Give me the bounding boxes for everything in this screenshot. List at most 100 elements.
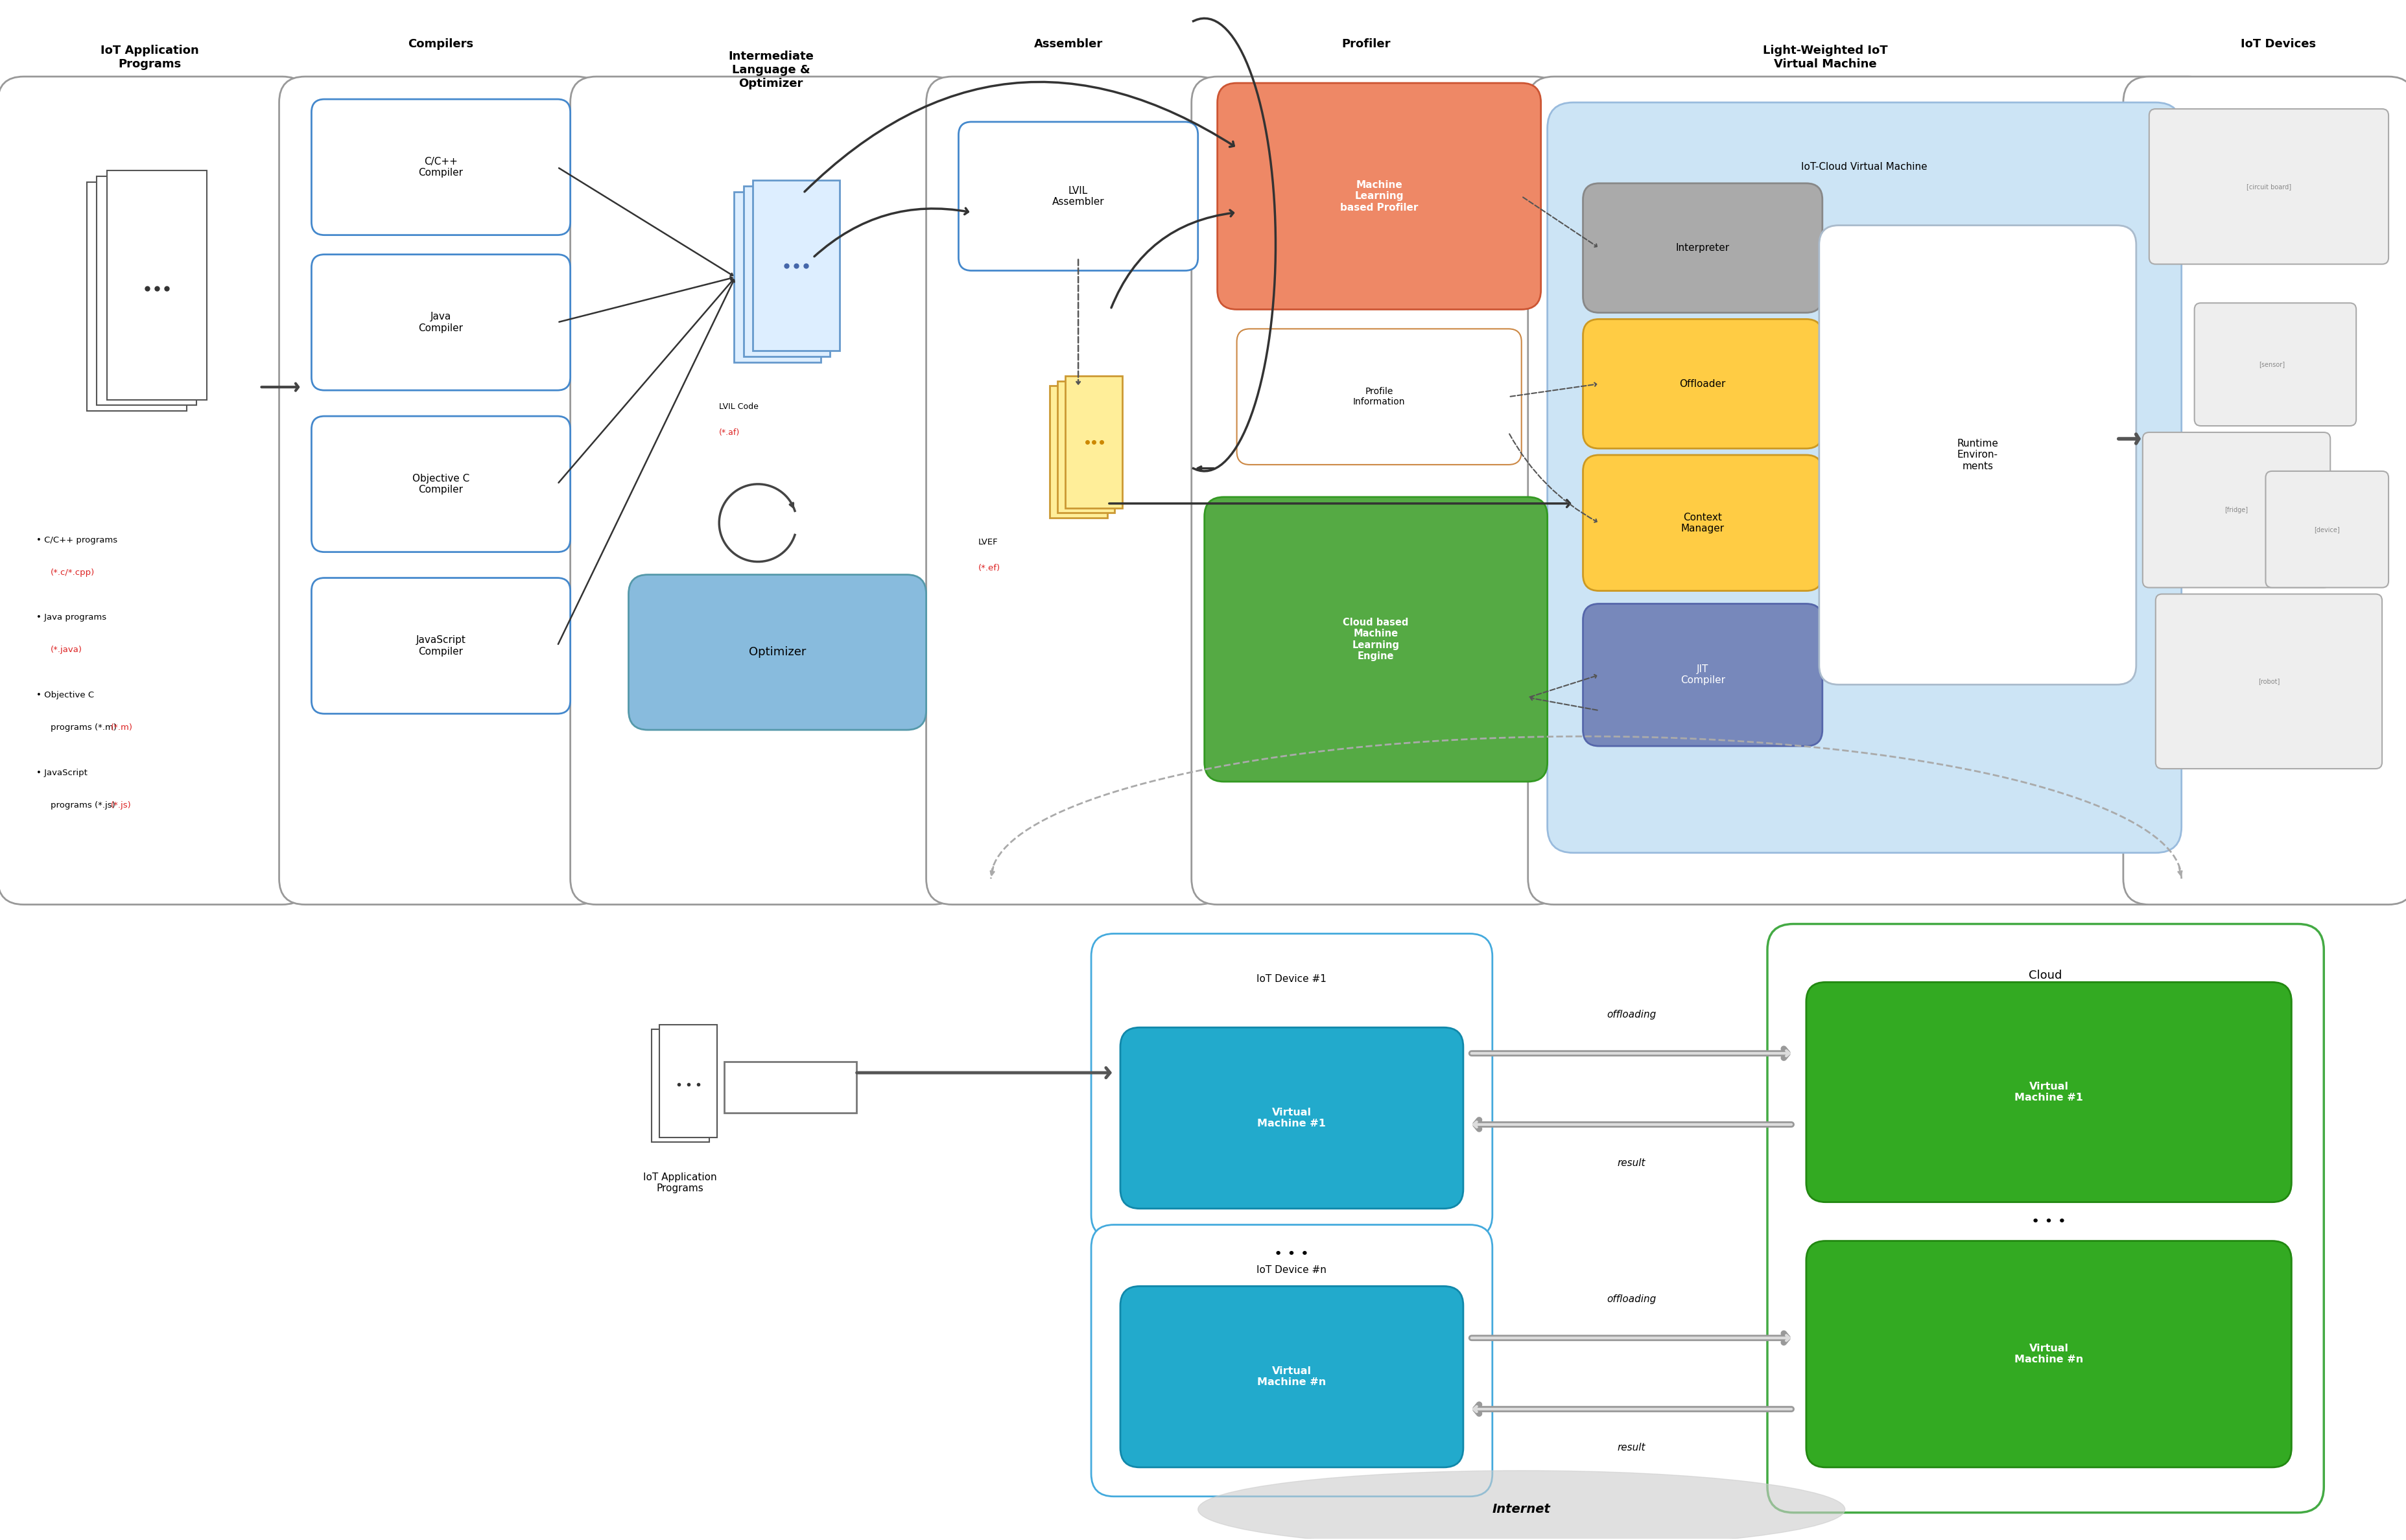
FancyBboxPatch shape bbox=[1049, 385, 1107, 517]
FancyBboxPatch shape bbox=[1766, 924, 2324, 1512]
FancyBboxPatch shape bbox=[1066, 376, 1121, 508]
Text: LVEF: LVEF bbox=[977, 537, 998, 547]
Text: Java
Compiler: Java Compiler bbox=[419, 313, 462, 333]
FancyBboxPatch shape bbox=[2122, 77, 2406, 904]
Text: IoT Application
Programs: IoT Application Programs bbox=[642, 1172, 717, 1194]
FancyBboxPatch shape bbox=[1583, 319, 1821, 448]
Text: IoT Device #1: IoT Device #1 bbox=[1256, 975, 1326, 984]
Text: • • •: • • • bbox=[1273, 1247, 1309, 1260]
Text: Machine
Learning
based Profiler: Machine Learning based Profiler bbox=[1340, 180, 1417, 213]
FancyBboxPatch shape bbox=[958, 122, 1198, 271]
Text: Light-Weighted IoT
Virtual Machine: Light-Weighted IoT Virtual Machine bbox=[1764, 45, 1889, 69]
FancyBboxPatch shape bbox=[570, 77, 958, 904]
FancyBboxPatch shape bbox=[2141, 433, 2329, 588]
Text: • • •: • • • bbox=[2031, 1215, 2067, 1227]
Text: Profile
Information: Profile Information bbox=[1352, 387, 1405, 407]
FancyBboxPatch shape bbox=[310, 578, 570, 713]
FancyBboxPatch shape bbox=[1583, 183, 1821, 313]
Text: [fridge]: [fridge] bbox=[2223, 507, 2247, 513]
Text: Virtual
Machine #1: Virtual Machine #1 bbox=[2014, 1081, 2084, 1103]
FancyBboxPatch shape bbox=[1121, 1286, 1463, 1468]
Text: Internet: Internet bbox=[1492, 1503, 1549, 1515]
Text: (*.m): (*.m) bbox=[111, 724, 132, 732]
Text: (*.af): (*.af) bbox=[719, 428, 739, 436]
FancyBboxPatch shape bbox=[1547, 103, 2180, 853]
Text: Runtime
Environ-
ments: Runtime Environ- ments bbox=[1956, 439, 1997, 471]
FancyBboxPatch shape bbox=[926, 77, 1225, 904]
Text: • Java programs: • Java programs bbox=[36, 613, 106, 622]
Text: [robot]: [robot] bbox=[2257, 678, 2278, 685]
FancyBboxPatch shape bbox=[106, 171, 207, 399]
Text: JIT
Compiler: JIT Compiler bbox=[1679, 664, 1725, 685]
Text: Intermediate
Language &
Optimizer: Intermediate Language & Optimizer bbox=[729, 51, 813, 89]
FancyBboxPatch shape bbox=[310, 416, 570, 551]
Text: LVIL Code: LVIL Code bbox=[719, 402, 758, 411]
Text: JavaScript
Compiler: JavaScript Compiler bbox=[416, 636, 467, 656]
Text: (*.c/*.cpp): (*.c/*.cpp) bbox=[51, 568, 94, 576]
FancyBboxPatch shape bbox=[0, 77, 308, 904]
Text: (*.java): (*.java) bbox=[51, 645, 82, 654]
Text: Compilers: Compilers bbox=[409, 38, 474, 51]
Text: offloading: offloading bbox=[1607, 1294, 1655, 1304]
FancyBboxPatch shape bbox=[1807, 983, 2291, 1203]
Text: • Objective C: • Objective C bbox=[36, 691, 94, 699]
Text: C/C++
Compiler: C/C++ Compiler bbox=[419, 157, 462, 177]
FancyBboxPatch shape bbox=[96, 176, 197, 405]
Text: Interpreter: Interpreter bbox=[1675, 243, 1730, 253]
Text: [device]: [device] bbox=[2315, 527, 2339, 533]
Text: Context
Manager: Context Manager bbox=[1679, 513, 1725, 533]
Text: Cloud based
Machine
Learning
Engine: Cloud based Machine Learning Engine bbox=[1343, 618, 1408, 661]
Text: Virtual
Machine #n: Virtual Machine #n bbox=[1256, 1366, 1326, 1388]
FancyBboxPatch shape bbox=[1237, 330, 1521, 465]
Text: (*.js): (*.js) bbox=[111, 801, 132, 810]
Text: result: result bbox=[1617, 1443, 1646, 1452]
Text: IoT Device #n: IoT Device #n bbox=[1256, 1266, 1326, 1275]
FancyBboxPatch shape bbox=[753, 180, 840, 351]
FancyBboxPatch shape bbox=[743, 186, 830, 357]
Text: Profiler: Profiler bbox=[1343, 38, 1391, 51]
FancyBboxPatch shape bbox=[1191, 77, 1559, 904]
FancyBboxPatch shape bbox=[1583, 454, 1821, 591]
Text: Virtual
Machine #1: Virtual Machine #1 bbox=[1256, 1107, 1326, 1129]
Text: • C/C++ programs: • C/C++ programs bbox=[36, 536, 118, 544]
FancyBboxPatch shape bbox=[1203, 497, 1547, 782]
FancyBboxPatch shape bbox=[1090, 933, 1492, 1238]
Text: Optimizer: Optimizer bbox=[748, 647, 806, 658]
FancyBboxPatch shape bbox=[2149, 109, 2387, 265]
FancyBboxPatch shape bbox=[1583, 604, 1821, 745]
Text: offloading: offloading bbox=[1607, 1010, 1655, 1019]
FancyBboxPatch shape bbox=[1217, 83, 1540, 310]
FancyBboxPatch shape bbox=[279, 77, 602, 904]
FancyBboxPatch shape bbox=[724, 1061, 857, 1113]
FancyBboxPatch shape bbox=[2156, 594, 2382, 768]
FancyBboxPatch shape bbox=[734, 191, 820, 362]
Text: [circuit board]: [circuit board] bbox=[2245, 183, 2291, 189]
FancyBboxPatch shape bbox=[1807, 1241, 2291, 1468]
Text: IoT Application
Programs: IoT Application Programs bbox=[101, 45, 200, 69]
FancyBboxPatch shape bbox=[1090, 1224, 1492, 1497]
FancyBboxPatch shape bbox=[310, 99, 570, 236]
Text: IoT Devices: IoT Devices bbox=[2240, 38, 2315, 51]
Ellipse shape bbox=[1198, 1471, 1845, 1540]
FancyBboxPatch shape bbox=[2264, 471, 2387, 588]
Text: programs (*.m): programs (*.m) bbox=[51, 724, 118, 732]
FancyBboxPatch shape bbox=[659, 1024, 717, 1137]
Text: Virtual
Machine #n: Virtual Machine #n bbox=[2014, 1343, 2084, 1364]
FancyBboxPatch shape bbox=[1528, 77, 2214, 904]
FancyBboxPatch shape bbox=[1819, 225, 2137, 685]
Text: programs (*.js): programs (*.js) bbox=[51, 801, 115, 810]
Text: [sensor]: [sensor] bbox=[2259, 362, 2283, 368]
Text: Offloader: Offloader bbox=[1679, 379, 1725, 388]
FancyBboxPatch shape bbox=[310, 254, 570, 390]
FancyBboxPatch shape bbox=[2194, 303, 2355, 427]
Text: Cloud: Cloud bbox=[2028, 970, 2062, 981]
Text: LVIL
Assembler: LVIL Assembler bbox=[1051, 186, 1104, 206]
FancyBboxPatch shape bbox=[652, 1029, 710, 1143]
Text: Objective C
Compiler: Objective C Compiler bbox=[411, 474, 469, 494]
FancyBboxPatch shape bbox=[628, 574, 926, 730]
Text: result: result bbox=[1617, 1158, 1646, 1169]
Text: Assembler: Assembler bbox=[1035, 38, 1102, 51]
FancyBboxPatch shape bbox=[87, 182, 188, 411]
Text: (*.ef): (*.ef) bbox=[977, 564, 1001, 573]
Text: • JavaScript: • JavaScript bbox=[36, 768, 87, 778]
